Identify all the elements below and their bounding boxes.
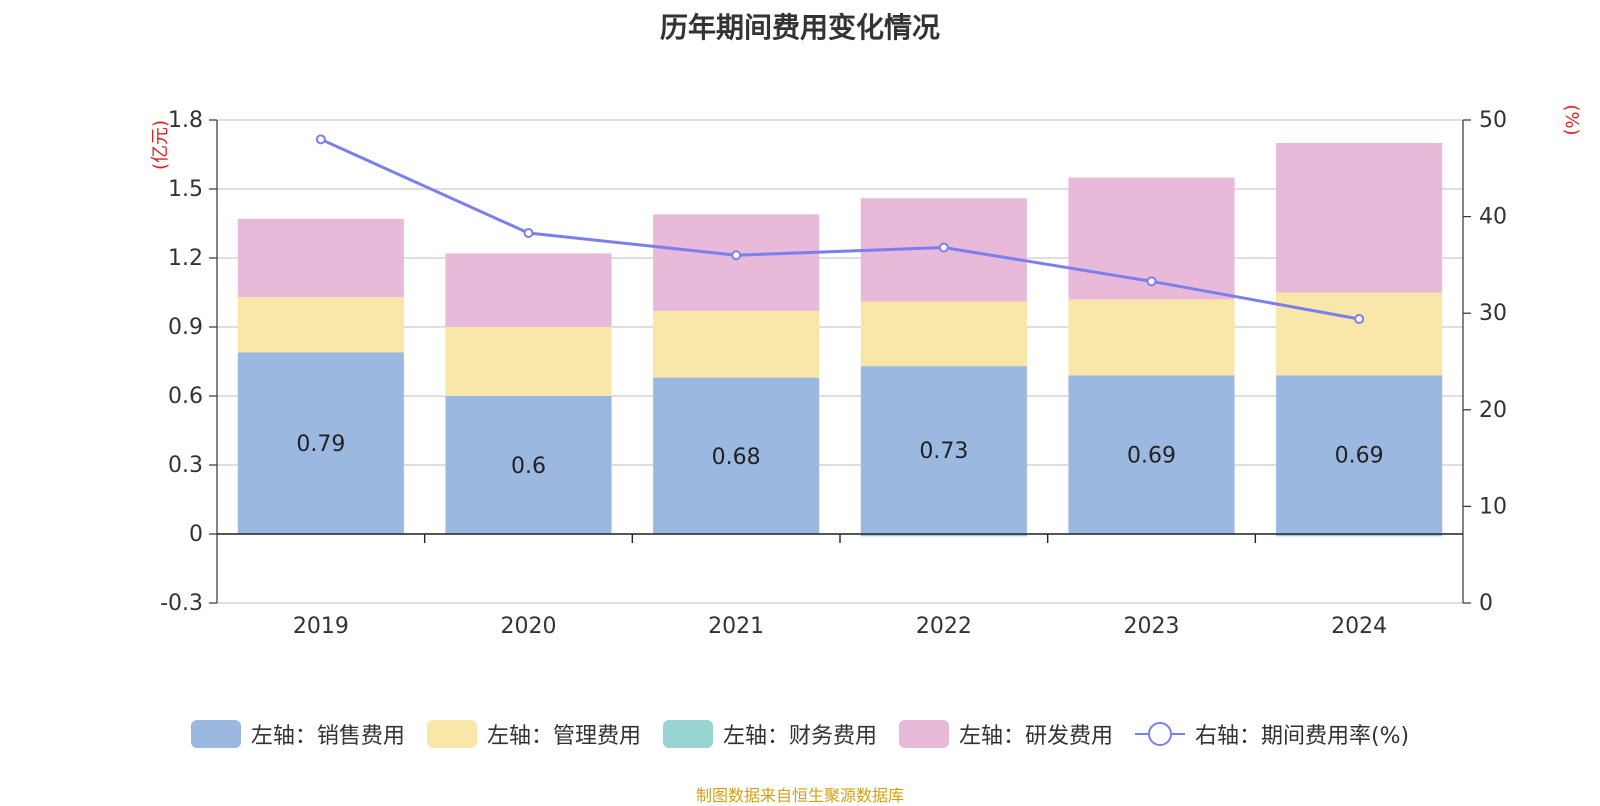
- bar-admin: [237, 297, 404, 353]
- left-tick-label: 1.2: [168, 246, 203, 271]
- x-tick-label: 2022: [916, 614, 972, 639]
- x-tick-label: 2023: [1124, 614, 1180, 639]
- bar-data-label: 0.73: [919, 439, 968, 464]
- right-tick-label: 0: [1479, 591, 1493, 616]
- right-tick-label: 20: [1479, 398, 1507, 423]
- ratio-point: [1354, 313, 1365, 324]
- ratio-point: [938, 242, 949, 253]
- bar-data-label: 0.69: [1127, 444, 1176, 469]
- legend-swatch-finance: [662, 720, 713, 748]
- bars-layer: [237, 143, 1443, 537]
- right-tick-label: 50: [1479, 108, 1507, 133]
- bar-admin: [445, 327, 612, 396]
- legend-swatch-ratio: [1134, 720, 1185, 748]
- right-axis-unit: (%): [1561, 104, 1582, 135]
- bar-sales: [860, 366, 1027, 534]
- bar-rnd: [653, 214, 820, 311]
- left-tick-label: 0.3: [168, 453, 203, 478]
- bar-data-label: 0.68: [712, 445, 761, 470]
- chart-title: 历年期间费用变化情况: [659, 11, 940, 44]
- left-tick-label: 0.6: [168, 384, 203, 409]
- bar-rnd: [1276, 143, 1443, 293]
- left-tick-label: -0.3: [160, 591, 203, 616]
- ratio-point: [315, 134, 326, 145]
- labels-layer: 0.79 0.6 0.68 0.73 0.69 0.69: [296, 432, 1383, 479]
- left-tick-label: 0: [189, 522, 203, 547]
- bar-data-label: 0.6: [511, 454, 546, 479]
- bar-admin: [1276, 292, 1443, 376]
- bar-rnd: [445, 253, 612, 327]
- left-axis-unit: (亿元): [150, 120, 171, 170]
- legend-item-rnd[interactable]: 左轴：研发费用: [898, 718, 1113, 750]
- ratio-point: [1146, 276, 1157, 287]
- bar-admin: [653, 310, 820, 378]
- legend-item-sales[interactable]: 左轴：销售费用: [190, 718, 405, 750]
- x-tick-label: 2021: [708, 614, 764, 639]
- legend-swatch-rnd: [898, 720, 949, 748]
- bar-finance: [860, 534, 1027, 537]
- source-note: 制图数据来自恒生聚源数据库: [695, 786, 904, 805]
- right-tick-label: 40: [1479, 205, 1507, 230]
- bar-sales: [237, 352, 404, 534]
- bar-sales: [1276, 375, 1443, 534]
- bar-data-label: 0.79: [296, 432, 345, 457]
- ratio-point: [523, 228, 534, 239]
- legend-item-ratio[interactable]: 右轴：期间费用率(%): [1134, 718, 1410, 750]
- right-tick-label: 30: [1479, 301, 1507, 326]
- x-tick-label: 2020: [501, 614, 557, 639]
- bar-finance: [1276, 534, 1443, 537]
- bar-rnd: [237, 218, 404, 298]
- legend: 左轴：销售费用 左轴：管理费用 左轴：财务费用 左轴：研发费用 右轴：期间费用率…: [0, 718, 1600, 750]
- bar-sales: [1068, 375, 1235, 534]
- axes-layer: 1.8 1.5 1.2 0.9 0.6 0.3 0 -0.3 50 40 30 20 10 0 (亿元) (%…: [150, 104, 1582, 639]
- legend-label-admin: 左轴：管理费用: [486, 724, 641, 749]
- bar-sales: [653, 377, 820, 534]
- bar-admin: [860, 301, 1027, 367]
- bar-data-label: 0.69: [1335, 444, 1384, 469]
- ratio-line: [320, 137, 1360, 321]
- left-tick-label: 1.5: [168, 177, 203, 202]
- legend-item-admin[interactable]: 左轴：管理费用: [426, 718, 641, 750]
- left-tick-label: 1.8: [168, 108, 203, 133]
- legend-label-sales: 左轴：销售费用: [250, 724, 405, 749]
- legend-swatch-admin: [426, 720, 477, 748]
- legend-label-rnd: 左轴：研发费用: [958, 724, 1113, 749]
- bar-sales: [445, 396, 612, 534]
- legend-label-ratio: 右轴：期间费用率(%): [1194, 724, 1410, 749]
- ratio-point: [731, 250, 742, 261]
- bar-admin: [1068, 299, 1235, 376]
- legend-item-finance[interactable]: 左轴：财务费用: [662, 718, 877, 750]
- x-tick-label: 2024: [1331, 614, 1387, 639]
- left-tick-label: 0.9: [168, 315, 203, 340]
- legend-swatch-sales: [190, 720, 241, 748]
- x-tick-label: 2019: [293, 614, 349, 639]
- line-layer: [315, 134, 1365, 324]
- right-tick-label: 10: [1479, 494, 1507, 519]
- legend-label-finance: 左轴：财务费用: [722, 724, 877, 749]
